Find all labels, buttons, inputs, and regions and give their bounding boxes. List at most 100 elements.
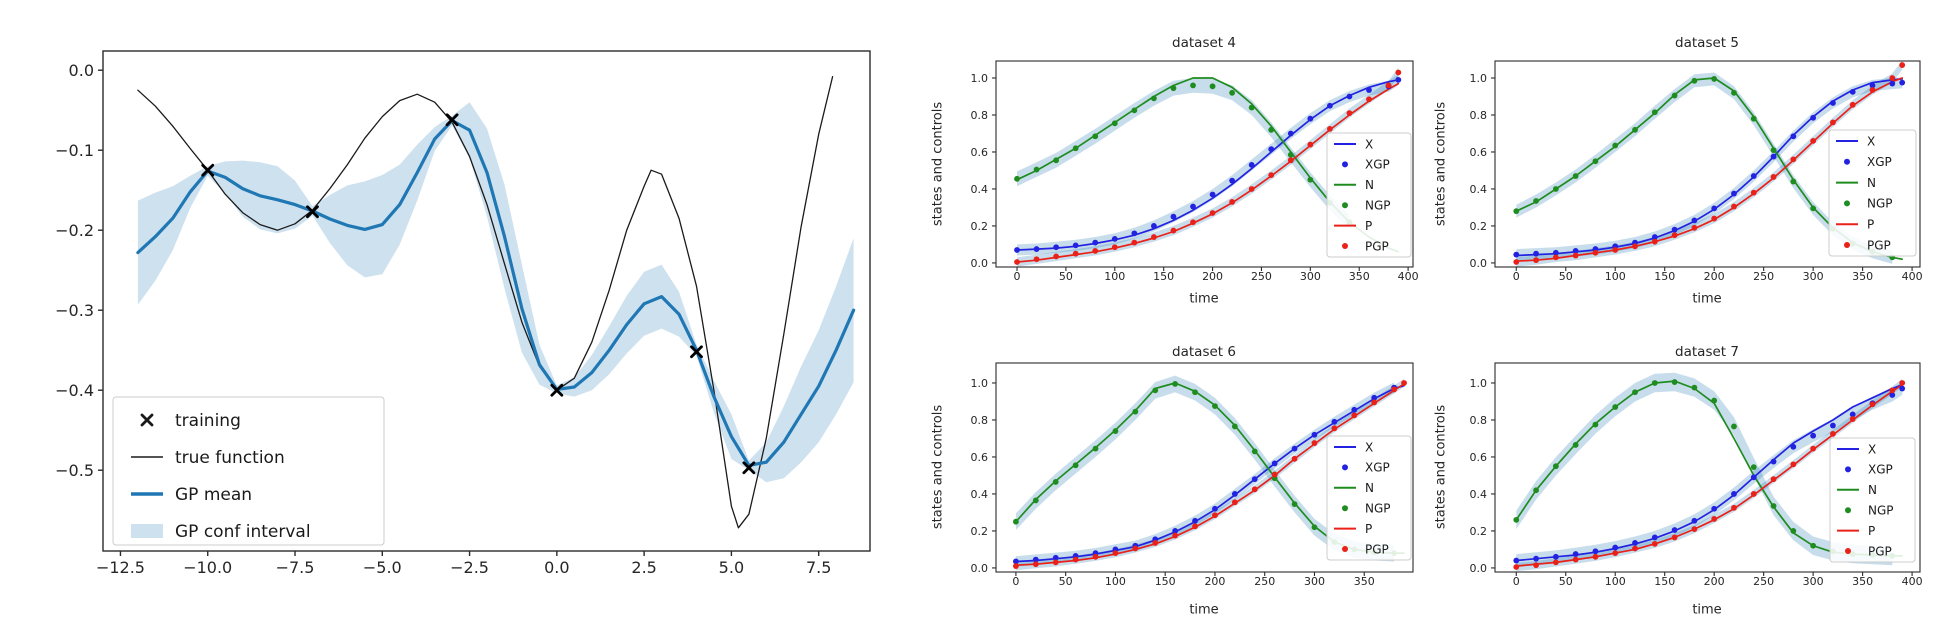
legend-label: GP conf interval xyxy=(175,522,311,542)
series-dot-NGP xyxy=(1731,89,1737,96)
x-tick-label: 350 xyxy=(1852,270,1873,283)
series-dot-PGP xyxy=(1152,540,1159,546)
xaxis-label-dataset7: time xyxy=(1692,602,1722,618)
y-tick-label: 1.0 xyxy=(971,377,989,390)
series-dot-NGP xyxy=(1287,151,1294,158)
series-dot-NGP xyxy=(1632,126,1638,133)
x-tick-label: 50 xyxy=(1059,575,1073,588)
series-dot-PGP xyxy=(1212,512,1218,519)
xaxis-label-dataset5: time xyxy=(1692,291,1722,307)
x-tick-label: 400 xyxy=(1902,575,1923,588)
axes-frame xyxy=(1494,60,1921,268)
series-dot-PGP xyxy=(1229,199,1236,205)
series-dot-PGP xyxy=(1251,486,1258,493)
xaxis-label-dataset4: time xyxy=(1189,291,1219,307)
legend-dot-glyph xyxy=(1342,243,1348,249)
series-dot-PGP xyxy=(1552,559,1559,566)
series-dot-XGP xyxy=(1072,242,1079,249)
series-dot-XGP xyxy=(1830,422,1836,429)
x-tick-label: 50 xyxy=(1059,270,1073,283)
x-tick-label: 150 xyxy=(1654,575,1675,588)
series-dot-NGP xyxy=(1790,528,1797,534)
series-dot-XGP xyxy=(1750,173,1757,179)
series-dot-XGP xyxy=(1632,540,1638,546)
series-dot-XGP xyxy=(1691,517,1698,524)
y-tick-label: 0.4 xyxy=(1470,183,1488,196)
series-dot-PGP xyxy=(1810,137,1817,144)
x-tick-label: 200 xyxy=(1704,575,1725,588)
series-dot-XGP xyxy=(1172,528,1179,534)
series-dot-XGP xyxy=(1052,554,1059,561)
y-tick-label: 0.0 xyxy=(971,257,989,270)
series-dot-XGP xyxy=(1612,544,1619,551)
x-tick-label: 400 xyxy=(1398,270,1419,283)
legend-label: NGP xyxy=(1365,502,1391,516)
series-dot-NGP xyxy=(1151,95,1157,102)
x-tick-label: 2.5 xyxy=(631,558,656,577)
series-dot-XGP xyxy=(1014,247,1020,253)
y-tick-label: 0.4 xyxy=(1470,488,1488,501)
y-tick-label: −0.4 xyxy=(55,381,94,400)
series-dot-NGP xyxy=(1711,397,1718,404)
legend-dot-glyph xyxy=(1342,161,1348,168)
legend-label: N xyxy=(1867,176,1876,190)
legend-label: N xyxy=(1365,481,1374,495)
xaxis-label-dataset6: time xyxy=(1189,602,1219,618)
x-tick-label: −5.0 xyxy=(363,558,402,577)
series-dot-XGP xyxy=(1869,82,1876,89)
series-dot-PGP xyxy=(1790,156,1797,163)
x-tick-label: 100 xyxy=(1605,575,1626,588)
x-tick-label: 250 xyxy=(1753,575,1774,588)
series-dot-PGP xyxy=(1033,256,1040,263)
training-x-marker xyxy=(445,113,459,127)
series-dot-PGP xyxy=(1231,499,1238,506)
series-dot-XGP xyxy=(1592,548,1599,555)
legend-label: NGP xyxy=(1867,197,1893,211)
series-dot-NGP xyxy=(1152,387,1159,394)
series-dot-XGP xyxy=(1268,146,1275,153)
series-dot-NGP xyxy=(1192,389,1198,396)
series-dot-PGP xyxy=(1513,259,1520,265)
series-dot-NGP xyxy=(1072,145,1079,152)
series-dot-PGP xyxy=(1632,545,1638,552)
series-dot-XGP xyxy=(1326,102,1333,109)
series-dot-PGP xyxy=(1711,516,1718,522)
legend-label: X xyxy=(1868,442,1876,456)
axes-frame xyxy=(102,50,871,552)
y-tick-label: 0.2 xyxy=(971,525,989,538)
series-dot-XGP xyxy=(1572,248,1579,254)
subplot-title-dataset5: dataset 5 xyxy=(1675,35,1739,51)
series-dot-XGP xyxy=(1849,88,1856,95)
x-tick-label: 300 xyxy=(1300,270,1321,283)
series-dot-PGP xyxy=(1899,62,1906,68)
series-dot-NGP xyxy=(1731,423,1737,430)
series-dot-XGP xyxy=(1731,491,1737,497)
series-dot-PGP xyxy=(1632,243,1638,250)
series-dot-NGP xyxy=(1268,126,1275,133)
series-dot-XGP xyxy=(1366,87,1372,93)
series-dot-NGP xyxy=(1651,109,1658,116)
series-dot-XGP xyxy=(1209,191,1216,198)
series-dot-NGP xyxy=(1810,205,1817,212)
series-dot-PGP xyxy=(1287,157,1294,164)
x-tick-label: −10.0 xyxy=(183,558,232,577)
legend-dot-glyph xyxy=(1342,505,1348,512)
series-dot-PGP xyxy=(1731,504,1737,511)
series-dot-PGP xyxy=(1651,238,1658,245)
series-dot-NGP xyxy=(1072,462,1079,469)
series-dot-PGP xyxy=(1172,532,1179,539)
x-tick-label: 200 xyxy=(1204,575,1225,588)
series-dot-NGP xyxy=(1632,389,1638,396)
x-tick-label: 5.0 xyxy=(719,558,744,577)
series-dot-PGP xyxy=(1889,387,1896,394)
series-dot-XGP xyxy=(1711,205,1718,212)
x-tick-label: 200 xyxy=(1202,270,1223,283)
legend-label: XGP xyxy=(1867,155,1892,169)
legend-label: XGP xyxy=(1365,461,1390,475)
legend-box xyxy=(1828,129,1917,257)
series-dot-PGP xyxy=(1371,399,1378,406)
series-dot-XGP xyxy=(1830,100,1836,106)
legend-dot-glyph xyxy=(1844,242,1850,248)
series-dot-NGP xyxy=(1092,445,1099,452)
